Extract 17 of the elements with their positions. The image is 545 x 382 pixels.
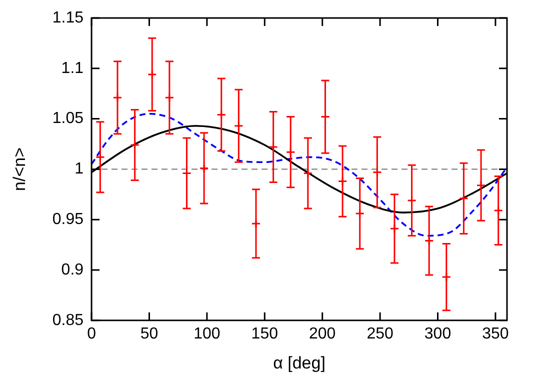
y-tick-label: 1.15	[52, 9, 84, 26]
x-tick-label: 150	[251, 325, 278, 342]
y-tick-label: 1	[74, 160, 84, 178]
y-tick-label: 1.05	[52, 110, 84, 128]
x-tick-label: 50	[140, 325, 158, 342]
y-tick-label: 0.95	[52, 211, 84, 228]
x-tick-label: 0	[87, 325, 96, 342]
x-tick-label: 350	[482, 325, 509, 342]
y-axis-title: n/<n>	[10, 147, 29, 191]
y-tick-label: 1.1	[61, 60, 84, 77]
x-tick-label: 250	[366, 325, 394, 342]
y-tick-label: 0.9	[61, 261, 84, 278]
y-tick-label: 0.85	[52, 312, 84, 329]
x-axis-title: α [deg]	[273, 353, 326, 372]
x-tick-label: 100	[194, 325, 220, 342]
x-tick-label: 300	[424, 325, 452, 342]
x-tick-label: 200	[309, 325, 336, 342]
